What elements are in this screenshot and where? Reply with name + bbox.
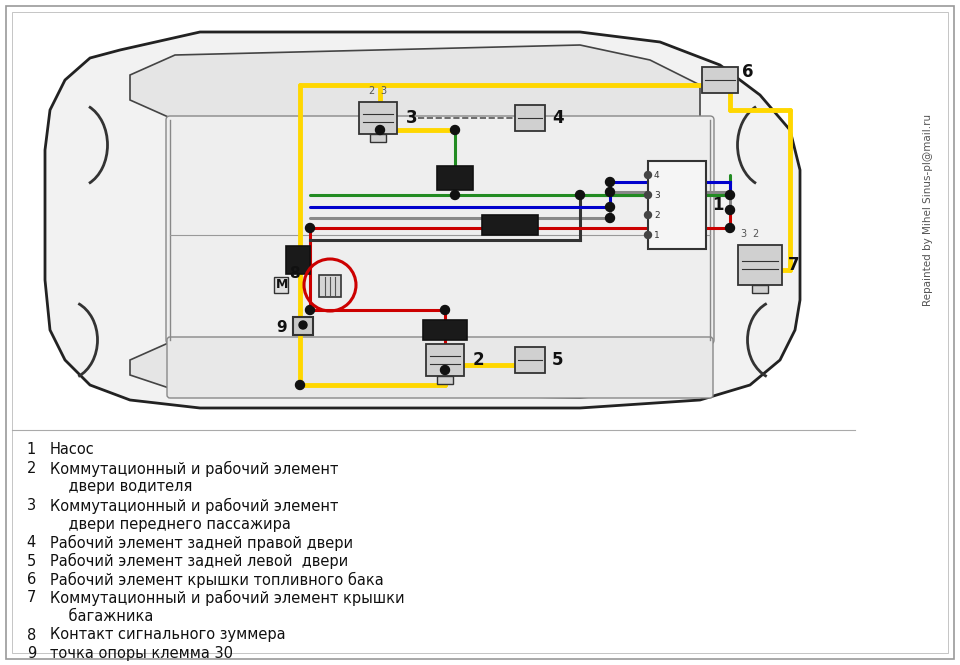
- Text: точка опоры клемма 30: точка опоры клемма 30: [50, 646, 233, 661]
- Text: Контакт сигнального зуммера: Контакт сигнального зуммера: [50, 628, 286, 642]
- Polygon shape: [45, 32, 800, 408]
- Text: 1: 1: [27, 442, 36, 458]
- Circle shape: [305, 223, 315, 233]
- Bar: [515, 105, 545, 131]
- Circle shape: [575, 190, 585, 200]
- Text: 2: 2: [27, 461, 36, 476]
- Text: багажника: багажника: [50, 609, 154, 624]
- Bar: [293, 317, 313, 335]
- Text: 3: 3: [380, 86, 386, 96]
- Text: 5: 5: [552, 351, 564, 369]
- Text: Коммутационный и рабочий элемент: Коммутационный и рабочий элемент: [50, 460, 338, 477]
- Text: двери водителя: двери водителя: [50, 479, 192, 495]
- Bar: [286, 246, 310, 274]
- Text: 3: 3: [27, 498, 36, 513]
- Circle shape: [726, 190, 734, 200]
- Polygon shape: [130, 340, 700, 398]
- Text: 2: 2: [654, 211, 660, 219]
- Circle shape: [726, 205, 734, 215]
- Text: M: M: [276, 279, 288, 291]
- Bar: [437, 166, 473, 190]
- Text: 2: 2: [435, 330, 442, 340]
- Bar: [702, 67, 738, 93]
- Text: 6: 6: [27, 572, 36, 587]
- Text: Коммутационный и рабочий элемент: Коммутационный и рабочий элемент: [50, 497, 338, 513]
- FancyBboxPatch shape: [166, 116, 714, 344]
- Circle shape: [299, 321, 307, 329]
- Circle shape: [606, 203, 614, 211]
- Bar: [319, 275, 341, 297]
- Bar: [274, 277, 288, 293]
- Text: 2: 2: [473, 351, 485, 369]
- Circle shape: [644, 172, 652, 178]
- Text: 6: 6: [742, 63, 754, 81]
- Bar: [370, 134, 386, 142]
- Bar: [437, 376, 453, 384]
- Circle shape: [441, 366, 449, 374]
- Text: 4: 4: [654, 170, 660, 180]
- Text: 5: 5: [27, 553, 36, 569]
- Bar: [648, 161, 706, 249]
- Bar: [359, 102, 397, 134]
- Text: 3: 3: [654, 190, 660, 200]
- Bar: [482, 215, 538, 235]
- Circle shape: [441, 305, 449, 315]
- Circle shape: [726, 223, 734, 233]
- Circle shape: [305, 305, 315, 315]
- Text: 1: 1: [712, 196, 724, 214]
- Bar: [426, 344, 464, 376]
- Text: 2: 2: [752, 229, 758, 239]
- Text: 4: 4: [552, 109, 564, 127]
- Text: 4: 4: [27, 535, 36, 550]
- Text: 9: 9: [27, 646, 36, 661]
- Circle shape: [375, 126, 385, 134]
- Text: 3: 3: [406, 109, 418, 127]
- Bar: [515, 347, 545, 373]
- Text: 3: 3: [447, 330, 453, 340]
- Text: 3: 3: [740, 229, 746, 239]
- Circle shape: [450, 190, 460, 200]
- Text: Рабочий элемент крышки топливного бака: Рабочий элемент крышки топливного бака: [50, 571, 384, 588]
- Circle shape: [296, 380, 304, 390]
- Text: 1: 1: [654, 231, 660, 239]
- Text: 9: 9: [276, 319, 287, 334]
- Circle shape: [644, 192, 652, 198]
- Bar: [752, 285, 768, 293]
- Circle shape: [644, 231, 652, 239]
- Text: Рабочий элемент задней правой двери: Рабочий элемент задней правой двери: [50, 535, 353, 551]
- Bar: [738, 245, 782, 285]
- Circle shape: [644, 211, 652, 219]
- Bar: [423, 320, 467, 340]
- Circle shape: [606, 178, 614, 186]
- Text: 2: 2: [368, 86, 374, 96]
- Circle shape: [606, 188, 614, 196]
- Text: Насос: Насос: [50, 442, 95, 458]
- Text: 8: 8: [27, 628, 36, 642]
- Text: 7: 7: [27, 591, 36, 606]
- FancyBboxPatch shape: [167, 337, 713, 398]
- Text: двери переднего пассажира: двери переднего пассажира: [50, 517, 291, 531]
- Text: 7: 7: [788, 256, 800, 274]
- Text: Рабочий элемент задней левой  двери: Рабочий элемент задней левой двери: [50, 553, 348, 569]
- Circle shape: [606, 213, 614, 223]
- Text: 8: 8: [289, 265, 300, 281]
- Text: Коммутационный и рабочий элемент крышки: Коммутационный и рабочий элемент крышки: [50, 590, 404, 606]
- Text: Repainted by Mihel Sinus-pl@mail.ru: Repainted by Mihel Sinus-pl@mail.ru: [923, 114, 933, 306]
- Circle shape: [450, 126, 460, 134]
- Polygon shape: [130, 45, 700, 120]
